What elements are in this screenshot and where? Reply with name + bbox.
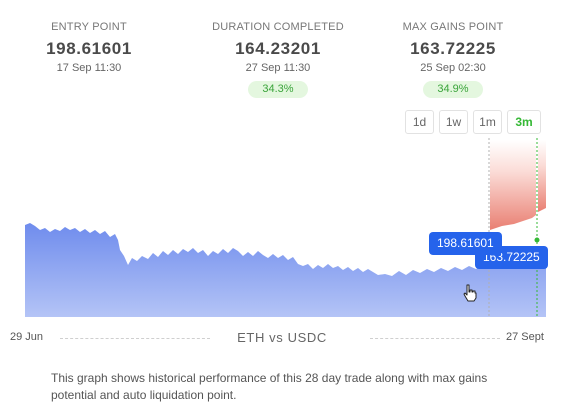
- max-gains-percent-badge: 34.9%: [423, 81, 483, 98]
- range-button-1w[interactable]: 1w: [439, 110, 468, 134]
- time-range-selector: 1d 1w 1m 3m: [405, 110, 541, 134]
- hand-cursor-icon: [463, 284, 477, 302]
- max-gains-time: 25 Sep 02:30: [420, 62, 486, 74]
- axis-divider-left: [60, 338, 210, 339]
- max-gains-label: MAX GAINS POINT: [402, 21, 504, 33]
- liquidation-zone: [490, 140, 536, 230]
- range-button-1d[interactable]: 1d: [405, 110, 434, 134]
- x-axis-end-label: 27 Sept: [506, 331, 544, 343]
- duration-completed-time: 27 Sep 11:30: [245, 62, 311, 74]
- entry-point-value: 198.61601: [46, 39, 132, 58]
- chart-description: This graph shows historical performance …: [51, 371, 488, 402]
- duration-completed-percent-badge: 34.3%: [248, 81, 308, 98]
- x-axis-start-label: 29 Jun: [10, 331, 44, 343]
- max-gains-value: 163.72225: [410, 39, 496, 58]
- duration-completed-stat: DURATION COMPLETED 164.23201 27 Sep 11:3…: [198, 20, 358, 98]
- range-button-1m[interactable]: 1m: [473, 110, 502, 134]
- price-chart[interactable]: [0, 130, 564, 325]
- max-gains-stat: MAX GAINS POINT 163.72225 25 Sep 02:30 3…: [373, 20, 533, 98]
- entry-point-stat: ENTRY POINT 198.61601 17 Sep 11:30: [9, 20, 169, 75]
- range-button-3m[interactable]: 3m: [507, 110, 541, 134]
- liquidation-zone-right: [538, 140, 546, 212]
- max-gains-point: [534, 237, 540, 243]
- duration-completed-value: 164.23201: [235, 39, 321, 58]
- price-area: [25, 223, 546, 317]
- axis-divider-right: [370, 338, 500, 339]
- entry-price-tooltip: 198.61601: [429, 232, 502, 255]
- duration-completed-label: DURATION COMPLETED: [212, 21, 344, 33]
- entry-point-label: ENTRY POINT: [51, 21, 127, 33]
- trading-pair-label: ETH vs USDC: [237, 330, 327, 345]
- entry-point-time: 17 Sep 11:30: [56, 62, 122, 74]
